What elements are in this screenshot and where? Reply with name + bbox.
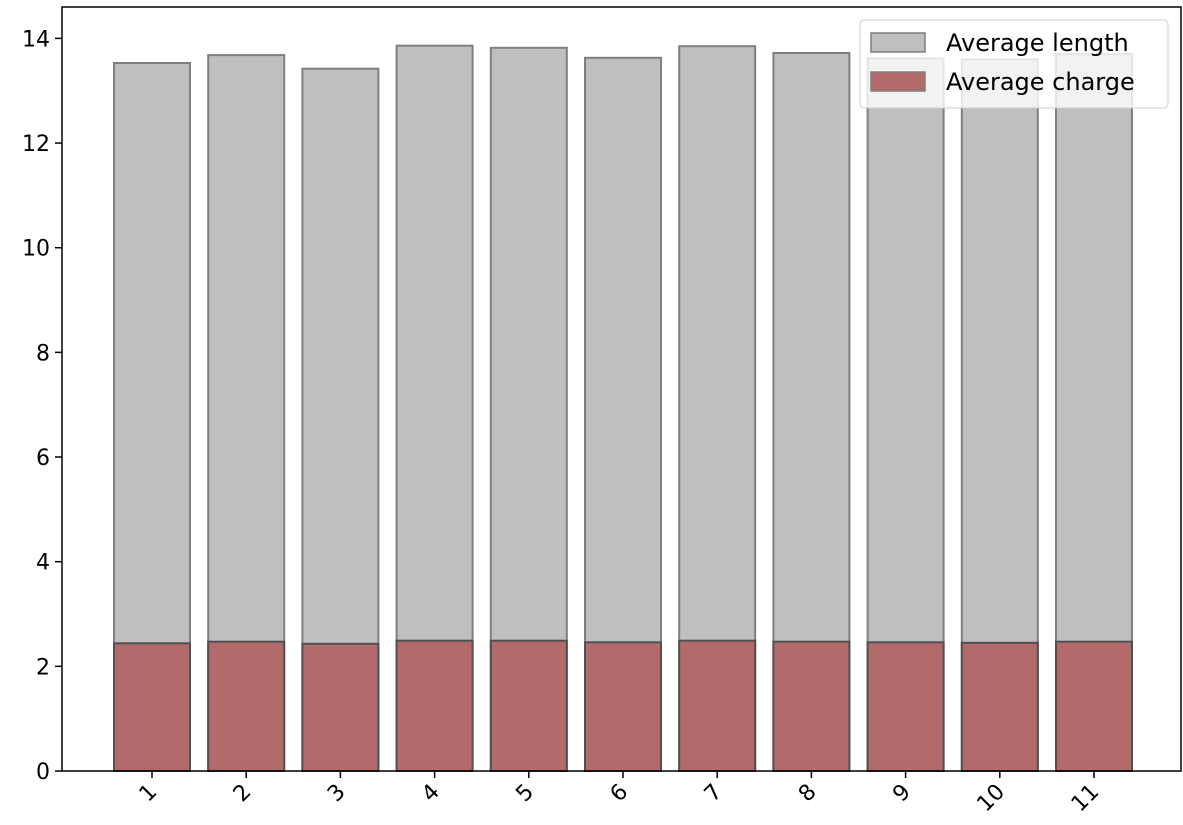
legend: Average length Average charge [859,19,1169,109]
legend-label-average-charge: Average charge [946,68,1135,96]
bar-average-charge-5 [489,639,568,773]
series-average-charge [113,639,1133,773]
y-tick-label-12: 12 [22,132,50,157]
y-tick-label-6: 6 [36,446,50,471]
y-axis: 0 2 4 6 8 10 12 14 [22,27,62,785]
bar-average-charge-9 [866,641,945,772]
plot-frame [61,6,1182,772]
legend-swatch-average-charge [870,71,926,92]
x-tick-label-10: 10 [973,780,1010,817]
bar-average-charge-8 [772,640,851,773]
bar-average-charge-6 [584,641,662,772]
x-tick-label-5: 5 [511,780,539,808]
y-tick-label-4: 4 [36,551,50,576]
bar-average-charge-4 [395,639,474,773]
x-tick-label-3: 3 [323,780,351,808]
legend-swatch-average-length [870,32,926,53]
bar-average-charge-3 [301,642,380,772]
bar-average-charge-10 [960,641,1039,772]
x-tick-label-2: 2 [229,780,257,808]
x-tick-label-11: 11 [1067,780,1104,817]
legend-label-average-length: Average length [946,29,1129,57]
y-tick-label-0: 0 [36,760,50,785]
y-tick-label-10: 10 [22,237,50,262]
y-tick-label-8: 8 [36,341,50,366]
x-tick-label-8: 8 [794,780,822,808]
x-tick-label-9: 9 [888,780,916,808]
bar-average-charge-1 [113,642,191,772]
y-tick-label-2: 2 [36,655,50,680]
x-tick-label-1: 1 [135,780,163,808]
legend-frame [859,19,1169,109]
x-tick-label-6: 6 [606,780,634,808]
bar-average-charge-7 [678,639,757,773]
x-axis: 1 2 3 4 5 6 7 8 9 10 11 [135,771,1104,817]
bar-average-charge-2 [207,640,286,773]
y-tick-label-14: 14 [22,27,50,52]
bar-average-charge-11 [1055,640,1133,773]
x-tick-label-4: 4 [417,780,445,808]
x-tick-label-7: 7 [700,780,728,808]
